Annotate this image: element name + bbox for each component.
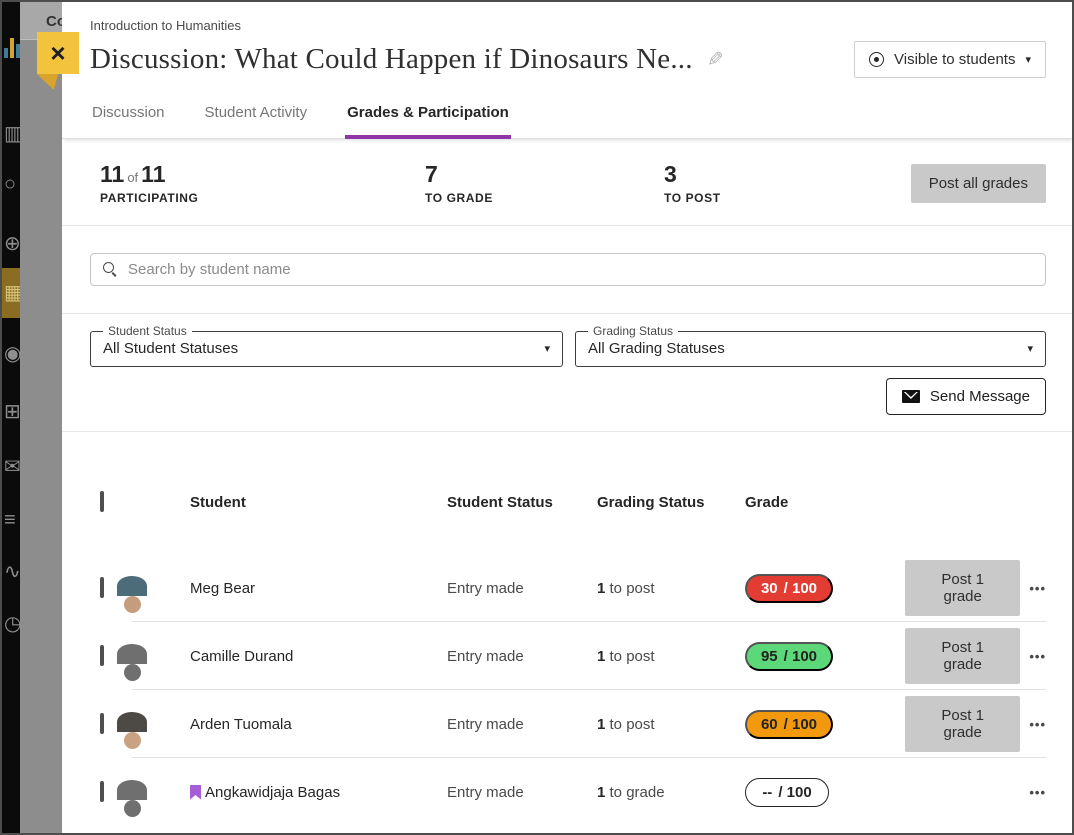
chevron-down-icon: ▾ (544, 343, 550, 355)
table-row: Angkawidjaja Bagas Entry made 1 to grade… (90, 758, 1046, 826)
column-header-grade: Grade (745, 493, 789, 511)
search-input[interactable] (128, 261, 1033, 278)
search-icon (103, 262, 118, 277)
post-all-grades-button[interactable]: Post all grades (910, 163, 1046, 203)
row-menu-icon[interactable]: ••• (1029, 713, 1046, 736)
tab-grades-participation[interactable]: Grades & Participation (345, 98, 511, 139)
student-status-filter[interactable]: Student Status All Student Statuses ▾ (90, 324, 563, 367)
filters-section: Student Status All Student Statuses ▾ Gr… (62, 314, 1072, 431)
student-status-cell: Entry made (447, 783, 524, 801)
row-checkbox[interactable] (100, 713, 104, 734)
grading-status-label: Grading Status (593, 324, 674, 338)
dimmed-background: Co (20, 2, 66, 833)
grading-status-cell: 1 to post (597, 579, 655, 597)
grading-status-cell: 1 to post (597, 715, 655, 733)
student-status-label: Student Status (108, 324, 187, 338)
bar-chart-icon[interactable] (4, 38, 20, 58)
stat-participating: 11 of 11 PARTICIPATING (100, 161, 199, 205)
select-all-checkbox[interactable] (100, 491, 104, 512)
breadcrumb: Introduction to Humanities (90, 18, 242, 33)
to-grade-count: 7 (425, 161, 438, 187)
student-status-cell: Entry made (447, 715, 524, 733)
student-name[interactable]: Arden Tuomala (190, 715, 292, 733)
post-grade-button[interactable]: Post 1 grade (905, 560, 1021, 616)
grading-status-cell: 1 to post (597, 647, 655, 665)
post-grade-button[interactable]: Post 1 grade (905, 628, 1021, 684)
participating-count: 11 (100, 161, 125, 187)
globe-icon[interactable]: ⊕ (4, 233, 20, 255)
edit-title-icon[interactable]: ✎ (706, 49, 724, 71)
row-menu-icon[interactable]: ••• (1029, 781, 1046, 804)
students-table: Student Student Status Grading Status Gr… (62, 432, 1072, 833)
stat-to-post: 3 TO POST (664, 161, 911, 205)
tab-bar: Discussion Student Activity Grades & Par… (62, 98, 1072, 139)
stat-to-grade: 7 TO GRADE (425, 161, 664, 205)
close-panel-button[interactable]: × (37, 32, 79, 74)
people-icon[interactable]: ◉ (4, 343, 20, 365)
list-icon[interactable]: ≡ (4, 509, 16, 531)
student-name[interactable]: Angkawidjaja Bagas (190, 784, 447, 801)
person-icon[interactable]: ○ (4, 173, 17, 195)
row-menu-icon[interactable]: ••• (1029, 577, 1046, 600)
grading-status-cell: 1 to grade (597, 783, 665, 801)
grade-pill[interactable]: 60/ 100 (745, 709, 833, 739)
row-checkbox[interactable] (100, 577, 104, 598)
column-header-grading-status: Grading Status (597, 493, 705, 511)
clock-icon[interactable]: ◷ (4, 613, 20, 635)
divider (62, 313, 1072, 314)
tab-discussion[interactable]: Discussion (90, 98, 167, 139)
column-header-student: Student (190, 493, 246, 511)
mail-icon[interactable]: ✉ (4, 456, 20, 478)
tab-student-activity[interactable]: Student Activity (203, 98, 310, 139)
chevron-down-icon: ▾ (1025, 54, 1031, 66)
trend-icon[interactable]: ∿ (4, 561, 20, 583)
send-message-button[interactable]: Send Message (885, 378, 1046, 415)
table-row: Arden Tuomala Entry made 1 to post 60/ 1… (90, 690, 1046, 758)
row-menu-icon[interactable]: ••• (1029, 645, 1046, 668)
student-status-cell: Entry made (447, 647, 524, 665)
table-row: Camille Durand Entry made 1 to post 95/ … (90, 622, 1046, 690)
panel-header: Introduction to Humanities Discussion: W… (62, 2, 1072, 78)
divider (62, 225, 1072, 226)
divider (62, 431, 1072, 432)
close-icon: × (50, 38, 66, 68)
student-name[interactable]: Camille Durand (190, 647, 294, 665)
column-header-student-status: Student Status (447, 493, 553, 511)
participating-total: 11 (141, 161, 166, 187)
search-section (62, 226, 1072, 313)
institution-icon[interactable]: ▥ (4, 124, 20, 144)
student-name[interactable]: Meg Bear (190, 579, 256, 597)
student-status-cell: Entry made (447, 579, 524, 597)
table-row: Meg Bear Entry made 1 to post 30/ 100 Po… (90, 554, 1046, 622)
background-page-text: Co (46, 13, 66, 30)
accommodation-flag-icon (190, 784, 201, 800)
eye-icon (869, 52, 884, 67)
visibility-dropdown[interactable]: Visible to students ▾ (854, 41, 1046, 78)
app-sidebar: ▥ ○ ⊕ ▦ ◉ ⊞ ✉ ≡ ∿ ◷ (2, 2, 20, 833)
row-checkbox[interactable] (100, 781, 104, 802)
chevron-down-icon: ▾ (1027, 343, 1033, 355)
grade-pill[interactable]: 30/ 100 (745, 573, 833, 603)
post-grade-button[interactable]: Post 1 grade (905, 696, 1021, 752)
grading-status-filter[interactable]: Grading Status All Grading Statuses ▾ (575, 324, 1046, 367)
grade-pill[interactable]: 95/ 100 (745, 641, 833, 671)
grid-icon[interactable]: ▦ (4, 283, 20, 303)
waffle-icon[interactable]: ⊞ (4, 401, 20, 423)
visibility-label: Visible to students (894, 51, 1016, 68)
grading-status-value: All Grading Statuses (588, 340, 725, 357)
stats-bar: 11 of 11 PARTICIPATING 7 TO GRADE 3 TO POS… (62, 139, 1072, 225)
table-header-row: Student Student Status Grading Status Gr… (90, 480, 1046, 524)
page-title: Discussion: What Could Happen if Dinosau… (90, 43, 693, 75)
envelope-icon (901, 390, 920, 403)
to-post-count: 3 (664, 161, 677, 187)
student-status-value: All Student Statuses (103, 340, 239, 357)
row-checkbox[interactable] (100, 645, 104, 666)
grades-panel: Introduction to Humanities Discussion: W… (62, 2, 1072, 833)
grade-pill[interactable]: --/ 100 (745, 777, 829, 807)
active-nav-highlight (2, 268, 20, 318)
